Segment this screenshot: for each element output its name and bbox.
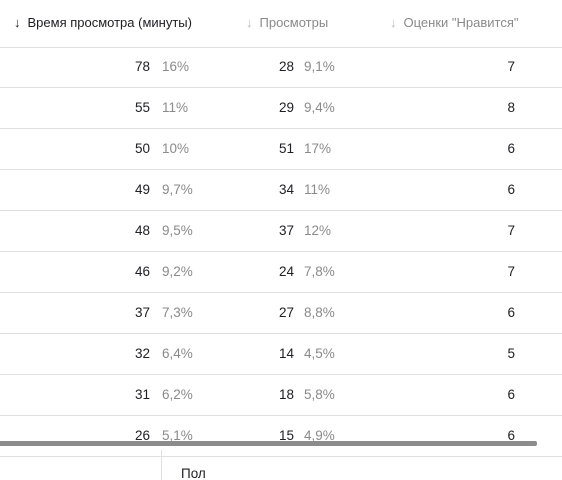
views-percent: 9,1%	[304, 59, 335, 74]
likes-value: 8	[507, 100, 515, 115]
likes-value: 6	[507, 141, 515, 156]
table-row[interactable]: 26 5,1% 15 4,9% 6	[0, 416, 562, 457]
watch-time-value: 78	[134, 59, 150, 74]
table-row[interactable]: 55 11% 29 9,4% 8	[0, 88, 562, 129]
table-row[interactable]: 48 9,5% 37 12% 7	[0, 211, 562, 252]
likes-value: 6	[507, 305, 515, 320]
views-percent: 4,9%	[304, 428, 335, 443]
watch-time-value: 32	[134, 346, 150, 361]
table-row[interactable]: 37 7,3% 27 8,8% 6	[0, 293, 562, 334]
dimension-label: Пол	[181, 466, 206, 480]
watch-time-value: 37	[134, 305, 150, 320]
watch-time-value: 31	[134, 387, 150, 402]
watch-time-value: 46	[134, 264, 150, 279]
watch-time-percent: 10%	[162, 141, 190, 156]
likes-value: 7	[507, 223, 515, 238]
column-header-label: Просмотры	[259, 14, 329, 30]
watch-time-percent: 9,5%	[162, 223, 193, 238]
views-percent: 4,5%	[304, 346, 335, 361]
sort-arrow-icon: ↓	[246, 14, 253, 30]
watch-time-percent: 16%	[162, 59, 190, 74]
column-divider	[161, 450, 162, 480]
views-value: 28	[278, 59, 294, 74]
table-header: ↓ Время просмотра (минуты) ↓ Просмотры ↓…	[0, 0, 562, 48]
watch-time-percent: 11%	[162, 100, 189, 115]
views-value: 29	[278, 100, 294, 115]
horizontal-scrollbar[interactable]	[0, 441, 537, 446]
likes-value: 6	[507, 182, 515, 197]
column-header-watch-time[interactable]: ↓ Время просмотра (минуты)	[14, 12, 192, 32]
views-percent: 5,8%	[304, 387, 335, 402]
views-value: 27	[278, 305, 294, 320]
watch-time-value: 55	[134, 100, 150, 115]
column-header-likes[interactable]: ↓ Оценки "Нравится"	[390, 12, 518, 32]
table-row[interactable]: 50 10% 51 17% 6	[0, 129, 562, 170]
watch-time-value: 49	[134, 182, 150, 197]
watch-time-value: 48	[134, 223, 150, 238]
views-value: 14	[278, 346, 294, 361]
watch-time-value: 50	[134, 141, 150, 156]
views-value: 34	[278, 182, 294, 197]
likes-value: 6	[507, 428, 515, 443]
table-row[interactable]: 31 6,2% 18 5,8% 6	[0, 375, 562, 416]
views-percent: 12%	[304, 223, 332, 238]
views-percent: 8,8%	[304, 305, 335, 320]
watch-time-percent: 9,7%	[162, 182, 193, 197]
sort-arrow-icon: ↓	[390, 14, 397, 30]
views-value: 24	[278, 264, 294, 279]
likes-value: 6	[507, 387, 515, 402]
likes-value: 7	[507, 59, 515, 74]
watch-time-percent: 6,4%	[162, 346, 193, 361]
watch-time-percent: 5,1%	[162, 428, 193, 443]
watch-time-value: 26	[134, 428, 150, 443]
views-value: 51	[278, 141, 294, 156]
watch-time-percent: 9,2%	[162, 264, 193, 279]
likes-value: 7	[507, 264, 515, 279]
table-body: 78 16% 28 9,1% 7 55 11% 29 9,4% 8 50 10% 51 17% 6 49 9,7…	[0, 47, 562, 457]
views-percent: 7,8%	[304, 264, 335, 279]
table-row[interactable]: 32 6,4% 14 4,5% 5	[0, 334, 562, 375]
column-header-views[interactable]: ↓ Просмотры	[246, 12, 328, 32]
watch-time-percent: 7,3%	[162, 305, 193, 320]
views-percent: 9,4%	[304, 100, 335, 115]
table-row[interactable]: 46 9,2% 24 7,8% 7	[0, 252, 562, 293]
watch-time-percent: 6,2%	[162, 387, 193, 402]
likes-value: 5	[507, 346, 515, 361]
views-value: 15	[278, 428, 294, 443]
table-row[interactable]: 49 9,7% 34 11% 6	[0, 170, 562, 211]
views-percent: 17%	[304, 141, 332, 156]
views-value: 18	[278, 387, 294, 402]
column-header-label: Оценки "Нравится"	[403, 14, 519, 30]
views-percent: 11%	[304, 182, 331, 197]
column-header-label: Время просмотра (минуты)	[27, 14, 192, 30]
sort-arrow-icon: ↓	[14, 14, 21, 30]
views-value: 37	[278, 223, 294, 238]
table-row[interactable]: 78 16% 28 9,1% 7	[0, 47, 562, 88]
